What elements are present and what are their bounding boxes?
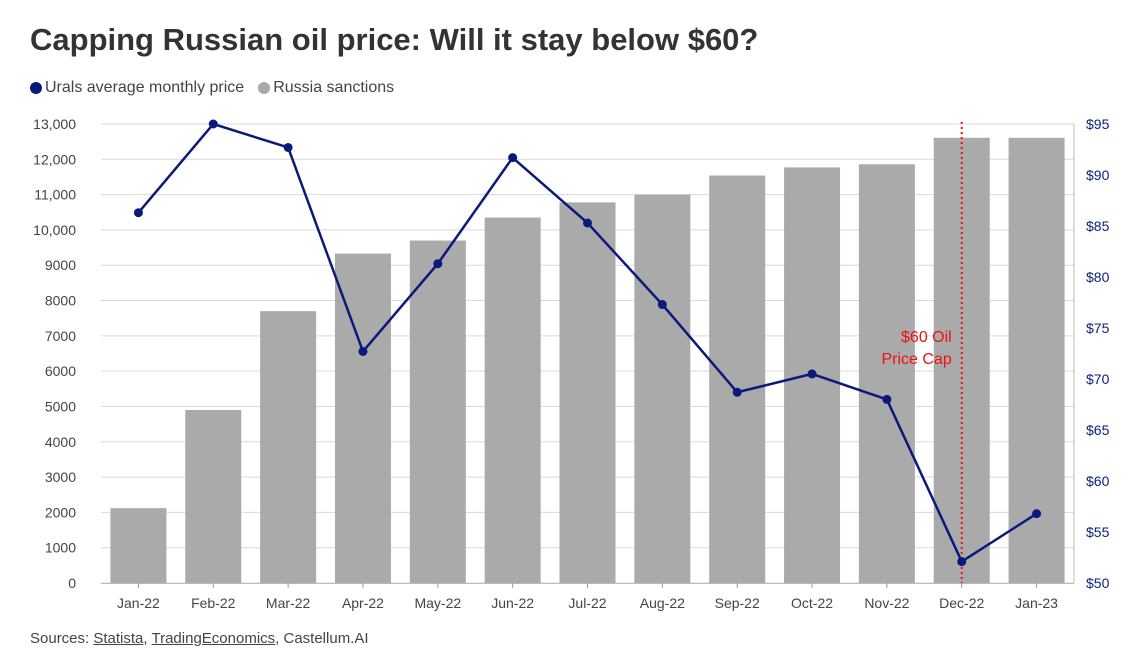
legend-label-urals: Urals average monthly price — [45, 79, 245, 96]
x-axis-tick-label: Apr-22 — [342, 595, 384, 611]
left-axis-tick-label: 10,000 — [33, 222, 76, 238]
source-sep-2: , — [275, 630, 284, 647]
x-axis-tick-label: Jul-22 — [568, 595, 606, 611]
left-axis-tick-label: 1000 — [45, 540, 76, 556]
sanctions-bar — [858, 164, 915, 583]
sanctions-bar — [409, 240, 466, 583]
sanctions-bar — [484, 217, 541, 584]
legend-item-urals: Urals average monthly price — [30, 79, 244, 97]
left-axis-tick-label: 2000 — [45, 504, 76, 520]
right-axis-tick-label: $70 — [1086, 371, 1110, 387]
sanctions-bar — [634, 194, 691, 583]
urals-price-point — [807, 369, 817, 379]
urals-price-point — [657, 300, 667, 310]
left-axis-tick-label: 0 — [68, 575, 76, 591]
right-axis-tick-label: $55 — [1086, 524, 1110, 540]
left-axis-tick-label: 4000 — [45, 434, 76, 450]
x-axis-tick-label: Mar-22 — [266, 595, 311, 611]
source-tail: Castellum.AI — [283, 630, 369, 647]
urals-price-point — [882, 394, 892, 404]
source-link-tradingeconomics[interactable]: TradingEconomics — [151, 630, 276, 647]
x-axis-tick-label: Dec-22 — [939, 595, 984, 611]
right-axis-tick-label: $80 — [1086, 269, 1110, 285]
left-axis-tick-label: 9000 — [45, 257, 76, 273]
right-axis-tick-label: $50 — [1086, 575, 1110, 591]
legend: Urals average monthly price Russia sanct… — [30, 79, 402, 97]
right-axis-tick-label: $65 — [1086, 422, 1110, 438]
sanctions-bar — [559, 202, 616, 584]
urals-price-point — [732, 387, 742, 397]
left-axis-tick-label: 8000 — [45, 293, 76, 309]
sanctions-bar — [260, 311, 317, 583]
legend-dot-urals — [30, 82, 42, 94]
source-sep-1: , — [143, 630, 152, 647]
x-axis-tick-label: Jan-22 — [117, 595, 160, 611]
left-axis-tick-label: 5000 — [45, 398, 76, 414]
right-axis-tick-label: $90 — [1086, 167, 1110, 183]
left-axis-tick-label: 12,000 — [33, 151, 76, 167]
right-axis-tick-label: $75 — [1086, 320, 1110, 336]
urals-price-point — [583, 218, 592, 228]
x-axis-tick-label: Jun-22 — [491, 595, 534, 611]
urals-price-point — [358, 346, 368, 356]
left-axis-tick-label: 6000 — [45, 363, 76, 379]
left-axis-tick-label: 7000 — [45, 328, 76, 344]
urals-price-point — [957, 557, 967, 567]
legend-dot-sanctions — [258, 82, 271, 94]
right-axis-tick-label: $85 — [1086, 218, 1110, 234]
x-axis-tick-label: Jan-23 — [1015, 595, 1058, 611]
chart-title: Capping Russian oil price: Will it stay … — [30, 22, 759, 57]
sanctions-bar — [709, 175, 766, 583]
x-axis-tick-label: Oct-22 — [791, 595, 833, 611]
sanctions-bar — [334, 253, 391, 583]
right-axis-tick-label: $60 — [1086, 473, 1110, 489]
x-axis-tick-label: Aug-22 — [640, 595, 685, 611]
x-axis-tick-label: Sep-22 — [715, 595, 760, 611]
urals-price-point — [508, 153, 518, 163]
legend-label-sanctions: Russia sanctions — [273, 79, 395, 96]
source-note: Sources: Statista, TradingEconomics, Cas… — [30, 630, 369, 647]
urals-price-point — [133, 208, 143, 218]
source-prefix: Sources: — [30, 630, 94, 647]
left-axis-tick-label: 13,000 — [33, 116, 76, 132]
left-axis-tick-label: 11,000 — [34, 187, 76, 203]
x-axis-tick-label: Feb-22 — [191, 595, 236, 611]
price-cap-annotation: Price Cap — [881, 351, 951, 368]
sanctions-bar — [110, 508, 167, 583]
source-link-statista[interactable]: Statista — [93, 630, 144, 647]
x-axis-tick-label: Nov-22 — [864, 595, 909, 611]
legend-item-sanctions: Russia sanctions — [258, 79, 394, 97]
urals-price-point — [1032, 509, 1042, 519]
price-cap-annotation: $60 Oil — [901, 329, 952, 346]
x-axis-tick-label: May-22 — [414, 595, 461, 611]
sanctions-bar — [1008, 137, 1065, 583]
right-axis-tick-label: $95 — [1086, 116, 1110, 132]
urals-price-point — [283, 142, 293, 152]
left-axis-tick-label: 3000 — [45, 469, 76, 485]
sanctions-bar — [185, 409, 242, 583]
urals-price-point — [433, 259, 443, 269]
urals-price-point — [208, 119, 218, 129]
